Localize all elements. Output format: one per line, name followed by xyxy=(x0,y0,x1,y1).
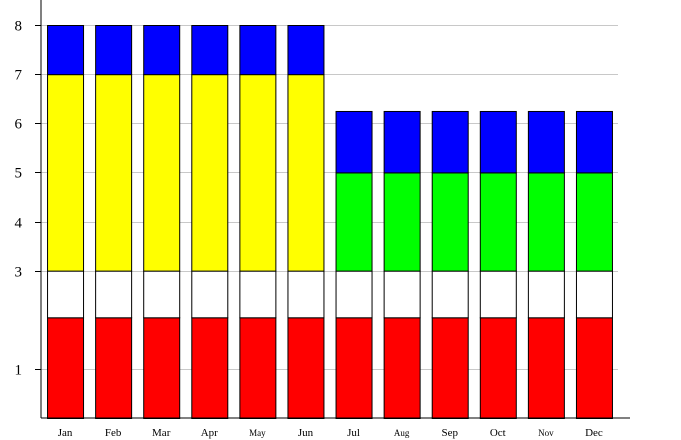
bar-segment-jul-4 xyxy=(335,110,373,174)
bar-segment-oct-3 xyxy=(479,172,517,272)
bar-segment-sep-4 xyxy=(431,110,469,174)
bar-segment-mar-1 xyxy=(143,270,181,319)
y-tick-label: 8 xyxy=(15,19,23,35)
x-tick-label-apr: Apr xyxy=(201,427,218,439)
gridlines xyxy=(35,25,618,370)
bar-segment-dec-1 xyxy=(575,270,613,319)
bar-segment-jul-0 xyxy=(335,317,373,420)
y-tick-label: 7 xyxy=(15,68,23,84)
bar-segment-jun-1 xyxy=(287,270,325,319)
x-tick-label-mar: Mar xyxy=(152,427,171,439)
x-tick-label-jan: Jan xyxy=(58,427,73,439)
bar-segment-apr-1 xyxy=(191,270,229,319)
y-tick-label: 6 xyxy=(15,117,23,133)
bar-segment-oct-4 xyxy=(479,110,517,174)
y-tick-label: 4 xyxy=(15,216,23,232)
bar-segment-sep-3 xyxy=(431,172,469,272)
bar-segment-jun-2 xyxy=(287,74,325,272)
bar-segment-aug-3 xyxy=(383,172,421,272)
bar-segment-sep-0 xyxy=(431,317,469,420)
bar-segment-feb-0 xyxy=(95,317,133,420)
bar-segment-may-1 xyxy=(239,270,277,319)
bar-segment-jul-1 xyxy=(335,270,373,319)
x-tick-label-oct: Oct xyxy=(490,427,506,439)
x-tick-label-nov: Nov xyxy=(538,428,554,438)
bar-segment-aug-0 xyxy=(383,317,421,420)
bar-segment-apr-4 xyxy=(191,25,229,76)
bar-segment-feb-1 xyxy=(95,270,133,319)
bar-segment-oct-0 xyxy=(479,317,517,420)
bar-segment-jan-0 xyxy=(47,317,85,420)
bar-segment-sep-1 xyxy=(431,270,469,319)
bar-segment-mar-0 xyxy=(143,317,181,420)
bars xyxy=(47,25,613,420)
bar-segment-jan-4 xyxy=(47,25,85,76)
bar-segment-may-0 xyxy=(239,317,277,420)
bar-segment-dec-3 xyxy=(575,172,613,272)
bar-segment-dec-4 xyxy=(575,110,613,174)
bar-segment-mar-2 xyxy=(143,74,181,272)
bar-segment-feb-2 xyxy=(95,74,133,272)
bar-segment-mar-4 xyxy=(143,25,181,76)
y-tick-label: 1 xyxy=(15,363,23,379)
x-tick-label-dec: Dec xyxy=(585,427,603,439)
x-tick-label-jun: Jun xyxy=(298,427,314,439)
bar-segment-nov-3 xyxy=(527,172,565,272)
bar-segment-jul-3 xyxy=(335,172,373,272)
bar-segment-nov-0 xyxy=(527,317,565,420)
x-tick-label-feb: Feb xyxy=(105,427,122,439)
bar-segment-apr-0 xyxy=(191,317,229,420)
x-tick-label-aug: Aug xyxy=(394,428,410,438)
bar-segment-aug-4 xyxy=(383,110,421,174)
bar-segment-aug-1 xyxy=(383,270,421,319)
y-tick-label: 3 xyxy=(15,265,23,281)
bar-segment-may-2 xyxy=(239,74,277,272)
x-tick-label-may: May xyxy=(249,428,266,438)
bar-segment-dec-0 xyxy=(575,317,613,420)
bar-segment-nov-1 xyxy=(527,270,565,319)
bar-segment-oct-1 xyxy=(479,270,517,319)
x-tick-label-jul: Jul xyxy=(347,427,360,439)
bar-segment-jun-0 xyxy=(287,317,325,420)
bar-segment-nov-4 xyxy=(527,110,565,174)
bar-segment-feb-4 xyxy=(95,25,133,76)
y-tick-labels: 1 3 4 5 6 7 8 xyxy=(15,19,23,379)
x-tick-label-sep: Sep xyxy=(441,427,458,439)
x-tick-labels: Jan Feb Mar Apr May Jun Jul Aug Sep Oct Nov Dec xyxy=(58,427,603,439)
bar-segment-jan-2 xyxy=(47,74,85,272)
bar-segment-jun-4 xyxy=(287,25,325,76)
bar-segment-may-4 xyxy=(239,25,277,76)
y-tick-label: 5 xyxy=(15,166,23,182)
bar-segment-jan-1 xyxy=(47,270,85,319)
bar-segment-apr-2 xyxy=(191,74,229,272)
